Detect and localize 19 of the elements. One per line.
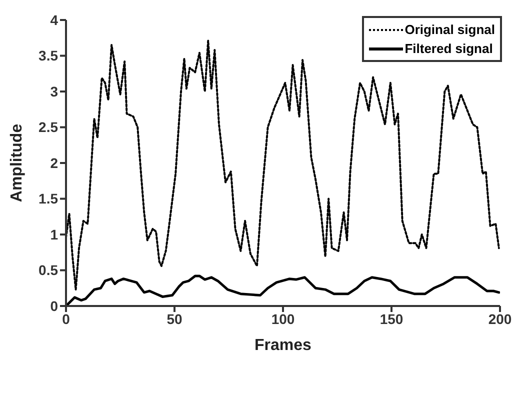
x-tick-label: 100 <box>271 310 295 327</box>
y-tick-label: 1 <box>50 226 58 242</box>
x-tick-label: 150 <box>380 310 404 327</box>
y-tick-label: 3 <box>50 83 58 100</box>
y-tick-label: 2 <box>50 154 58 171</box>
line-series <box>66 40 500 291</box>
legend-label: Original signal <box>404 21 495 39</box>
y-tick-label: 1.5 <box>38 190 58 207</box>
y-tick-label: 0.5 <box>38 262 58 278</box>
x-axis-title: Frames <box>254 337 312 354</box>
legend-label: Filtered signal <box>404 40 493 58</box>
x-tick-label: 50 <box>166 310 182 327</box>
y-tick-label: 4 <box>50 12 58 28</box>
x-tick-label: 200 <box>488 310 512 327</box>
y-axis-title: Amplitude <box>8 124 26 202</box>
x-tick-label: 0 <box>62 310 70 327</box>
y-tick-label: 0 <box>50 298 58 314</box>
y-tick-label: 3.5 <box>38 48 58 64</box>
y-tick-label: 2.5 <box>38 119 58 136</box>
